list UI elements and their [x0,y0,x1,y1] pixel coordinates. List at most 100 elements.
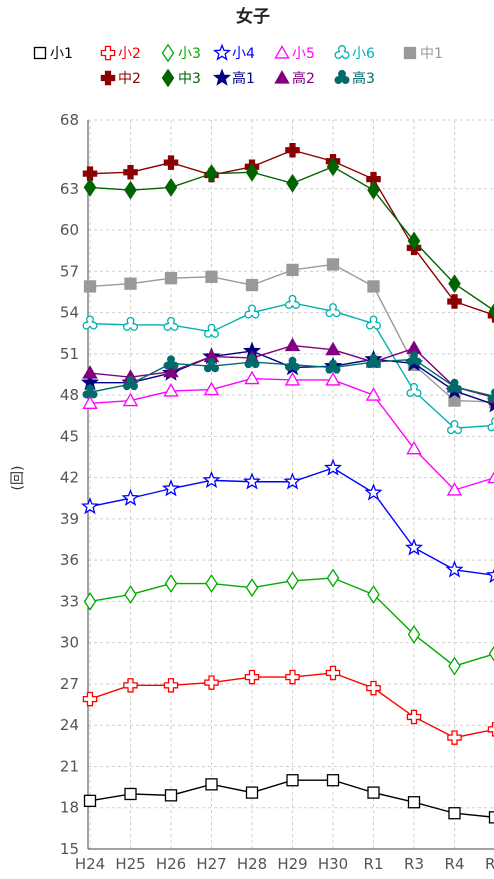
data-point [121,488,140,506]
data-point [245,578,259,598]
legend-marker [212,68,232,86]
data-point [83,177,97,197]
legend-item: 小4 [212,43,255,62]
data-point [447,730,462,745]
legend-item: 小3 [161,43,201,63]
data-point [326,774,340,787]
x-tick-label: R4 [445,855,465,873]
data-point [122,392,139,407]
y-tick-label: 24 [60,716,79,734]
legend-item: 小2 [100,45,141,62]
x-tick-label: H29 [277,855,307,873]
series-9 [83,157,494,320]
data-point [124,585,137,604]
data-point [124,787,137,801]
data-point [365,354,382,369]
data-point [203,381,220,396]
data-point [487,471,494,484]
chart-title: 女子 [236,6,270,27]
data-point [205,164,218,184]
legend-label: 高2 [292,70,315,87]
series-7 [83,258,494,409]
data-point [163,316,179,331]
data-point [285,669,300,685]
data-point [286,173,299,193]
data-point [244,354,260,369]
legend-item: 中1 [403,46,443,62]
data-point [448,656,461,676]
legend-item: 中3 [161,68,201,88]
data-point [284,372,301,386]
data-point [365,387,382,401]
data-point [285,143,300,158]
data-point [205,270,218,283]
series-12 [82,351,494,403]
legend-marker [403,46,417,60]
data-point [407,231,421,251]
legend-label: 小1 [50,46,73,62]
legend-item: 中2 [100,70,141,87]
data-point [407,796,421,809]
data-point [448,274,461,294]
data-point [286,263,299,277]
legend-label: 高1 [232,70,255,87]
series-4 [80,458,494,583]
data-point [124,277,137,290]
x-tick-label: R1 [364,855,384,873]
data-point [163,155,179,170]
data-point [80,497,100,515]
y-tick-label: 48 [60,386,79,404]
legend-label: 小5 [292,46,315,62]
data-point [367,280,380,293]
data-point [364,483,383,501]
data-point [445,560,464,578]
legend-marker [161,68,175,88]
y-tick-label: 63 [60,180,79,198]
data-point [163,678,179,693]
data-point [325,372,341,386]
data-point [163,383,179,397]
y-tick-label: 33 [60,592,79,610]
data-point [245,162,259,182]
legend-marker [274,70,290,84]
legend-label: 小2 [118,46,141,62]
data-point [244,669,260,685]
legend-item: 小1 [33,46,73,62]
data-point [365,315,382,330]
data-point [242,472,262,490]
data-point [83,794,97,808]
legend-label: 高3 [352,70,375,87]
legend: 小1 小2 小3 小4 小5 小6 中1 中2 中3 高1 高2 高3 [33,43,443,88]
series-1 [83,774,494,824]
y-tick-label: 36 [60,551,79,569]
y-tick-label: 42 [60,469,79,487]
data-point [325,303,341,318]
legend-marker [212,43,232,61]
data-point [448,807,461,820]
series-2 [82,665,494,745]
data-point [407,625,421,644]
legend-marker [161,43,175,63]
legend-marker [100,45,116,61]
data-point [446,482,463,496]
data-point [487,722,494,737]
data-point [244,304,260,319]
data-point [485,568,494,583]
data-point [164,574,178,593]
data-point [82,691,98,707]
data-point [245,278,259,292]
data-point [446,420,463,435]
y-axis-label: (回) [10,466,26,491]
data-point [161,479,181,497]
legend-label: 中1 [420,46,443,62]
x-tick-label: R5 [485,855,494,873]
data-point [406,709,422,725]
data-point [204,675,219,690]
x-tick-label: H30 [318,855,348,873]
data-point [203,323,220,338]
data-point [406,351,422,366]
data-point [82,365,98,379]
y-tick-label: 39 [60,510,79,528]
y-tick-label: 45 [60,427,79,445]
legend-label: 中3 [178,71,201,87]
